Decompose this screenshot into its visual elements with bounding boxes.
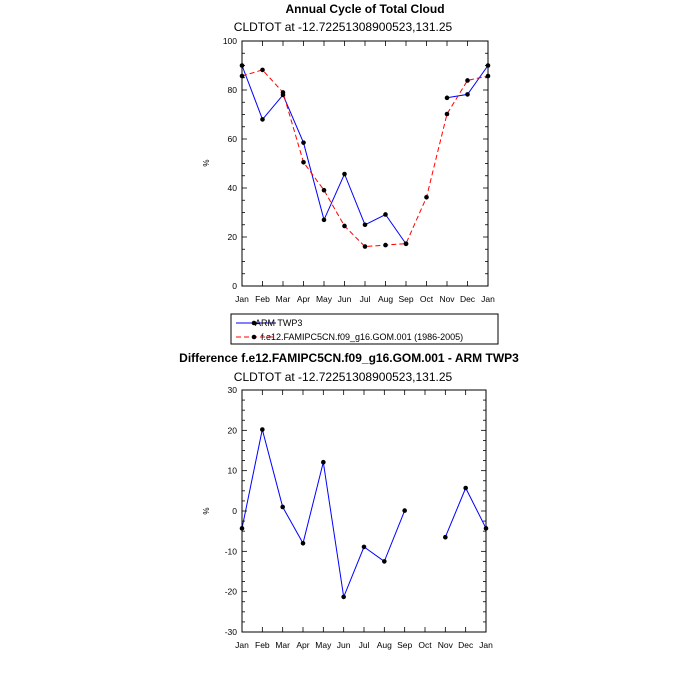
- legend-label-model: f.e12.FAMIPC5CN.f09_g16.GOM.001 (1986-20…: [261, 332, 463, 342]
- x-tick-label: Oct: [418, 640, 432, 650]
- data-point: [341, 594, 346, 600]
- data-point: [342, 223, 347, 229]
- x-tick-label: Mar: [275, 640, 290, 650]
- chart2-series: [239, 427, 489, 600]
- data-point: [321, 459, 326, 465]
- data-point: [362, 244, 368, 249]
- legend-label-arm: ARM TWP3: [255, 318, 302, 328]
- chart1-axes: 0 20 40 60 80 100 Jan Feb Mar Apr May Jun Jul Aug Sep O…: [223, 36, 495, 304]
- data-point: [465, 92, 470, 97]
- x-tick-label: Sep: [397, 640, 412, 650]
- x-tick-label: Aug: [377, 640, 392, 650]
- legend-marker-model: [251, 334, 257, 340]
- data-point: [444, 95, 450, 101]
- series-line: [241, 429, 406, 599]
- data-point: [402, 508, 407, 513]
- data-point: [280, 504, 285, 510]
- data-point: [443, 534, 448, 540]
- x-tick-label: Jan: [479, 640, 493, 650]
- data-point: [361, 544, 367, 550]
- x-tick-label: Jun: [338, 294, 352, 304]
- y-tick-label: 0: [232, 281, 237, 291]
- x-tick-label: Mar: [276, 294, 291, 304]
- data-point: [300, 540, 306, 546]
- y-tick-label: -10: [225, 546, 238, 556]
- x-tick-label: Nov: [438, 640, 454, 650]
- chart2-title: Difference f.e12.FAMIPC5CN.f09_g16.GOM.0…: [179, 351, 519, 365]
- legend-box: [230, 313, 499, 345]
- y-tick-label: 10: [228, 466, 238, 476]
- data-point: [342, 171, 347, 177]
- chart2-axes: -30 -20 -10 0 10 20 30 Jan Feb Mar Apr May Jun Jul Aug…: [225, 385, 493, 650]
- data-point: [463, 485, 468, 491]
- chart2-subtitle: CLDTOT at -12.72251308900523,131.25: [234, 370, 453, 384]
- series-line: [444, 486, 487, 538]
- y-tick-label: 20: [228, 232, 238, 242]
- data-point: [321, 217, 327, 223]
- x-tick-label: Aug: [378, 294, 393, 304]
- x-tick-label: Sep: [398, 294, 413, 304]
- chart1-plot-frame: [241, 40, 489, 287]
- y-tick-label: 40: [228, 183, 238, 193]
- data-point: [280, 90, 286, 95]
- x-tick-label: Oct: [420, 294, 434, 304]
- data-point: [301, 159, 306, 165]
- x-tick-label: Jul: [360, 294, 371, 304]
- y-tick-label: -20: [225, 587, 238, 597]
- chart2-plot-frame: [241, 389, 487, 633]
- x-tick-label: Jan: [235, 640, 249, 650]
- x-tick-label: Jan: [235, 294, 249, 304]
- y-tick-label: 100: [223, 36, 237, 46]
- y-tick-label: 0: [232, 506, 237, 516]
- data-point: [260, 67, 265, 73]
- x-tick-label: Dec: [460, 294, 476, 304]
- data-point: [362, 222, 368, 228]
- chart2-ylabel: %: [202, 507, 211, 514]
- data-point: [260, 427, 265, 432]
- chart1-series: [239, 63, 491, 249]
- x-tick-label: Dec: [458, 640, 474, 650]
- data-point: [465, 78, 470, 83]
- x-tick-label: Apr: [296, 640, 309, 650]
- chart1-subtitle: CLDTOT at -12.72251308900523,131.25: [234, 20, 453, 34]
- x-tick-label: Feb: [255, 640, 270, 650]
- data-point: [382, 559, 387, 564]
- difference-chart: Difference f.e12.FAMIPC5CN.f09_g16.GOM.0…: [179, 351, 519, 650]
- data-point: [383, 212, 388, 217]
- data-point: [301, 140, 306, 145]
- data-point: [383, 242, 388, 248]
- y-tick-label: -30: [225, 627, 238, 637]
- x-tick-label: Jul: [359, 640, 370, 650]
- annual-cycle-chart: Annual Cycle of Total Cloud CLDTOT at -1…: [202, 2, 499, 345]
- y-tick-label: 80: [228, 85, 238, 95]
- x-tick-label: May: [316, 294, 333, 304]
- y-tick-label: 30: [228, 385, 238, 395]
- x-tick-label: May: [315, 640, 332, 650]
- data-point: [444, 111, 450, 117]
- data-point: [321, 187, 327, 193]
- chart1-legend: ARM TWP3 f.e12.FAMIPC5CN.f09_g16.GOM.001…: [230, 313, 499, 345]
- chart1-ylabel: %: [202, 159, 211, 166]
- x-tick-label: Apr: [297, 294, 310, 304]
- legend-marker-arm: [251, 320, 257, 326]
- series-line: [241, 65, 407, 245]
- chart1-title: Annual Cycle of Total Cloud: [285, 2, 444, 16]
- x-tick-label: Nov: [439, 294, 455, 304]
- series-line: [241, 69, 489, 248]
- x-tick-label: Jun: [337, 640, 351, 650]
- x-tick-label: Feb: [255, 294, 270, 304]
- data-point: [403, 241, 409, 246]
- y-tick-label: 60: [228, 134, 238, 144]
- data-point: [424, 195, 429, 200]
- y-tick-label: 20: [228, 425, 238, 435]
- data-point: [260, 117, 265, 122]
- x-tick-label: Jan: [481, 294, 495, 304]
